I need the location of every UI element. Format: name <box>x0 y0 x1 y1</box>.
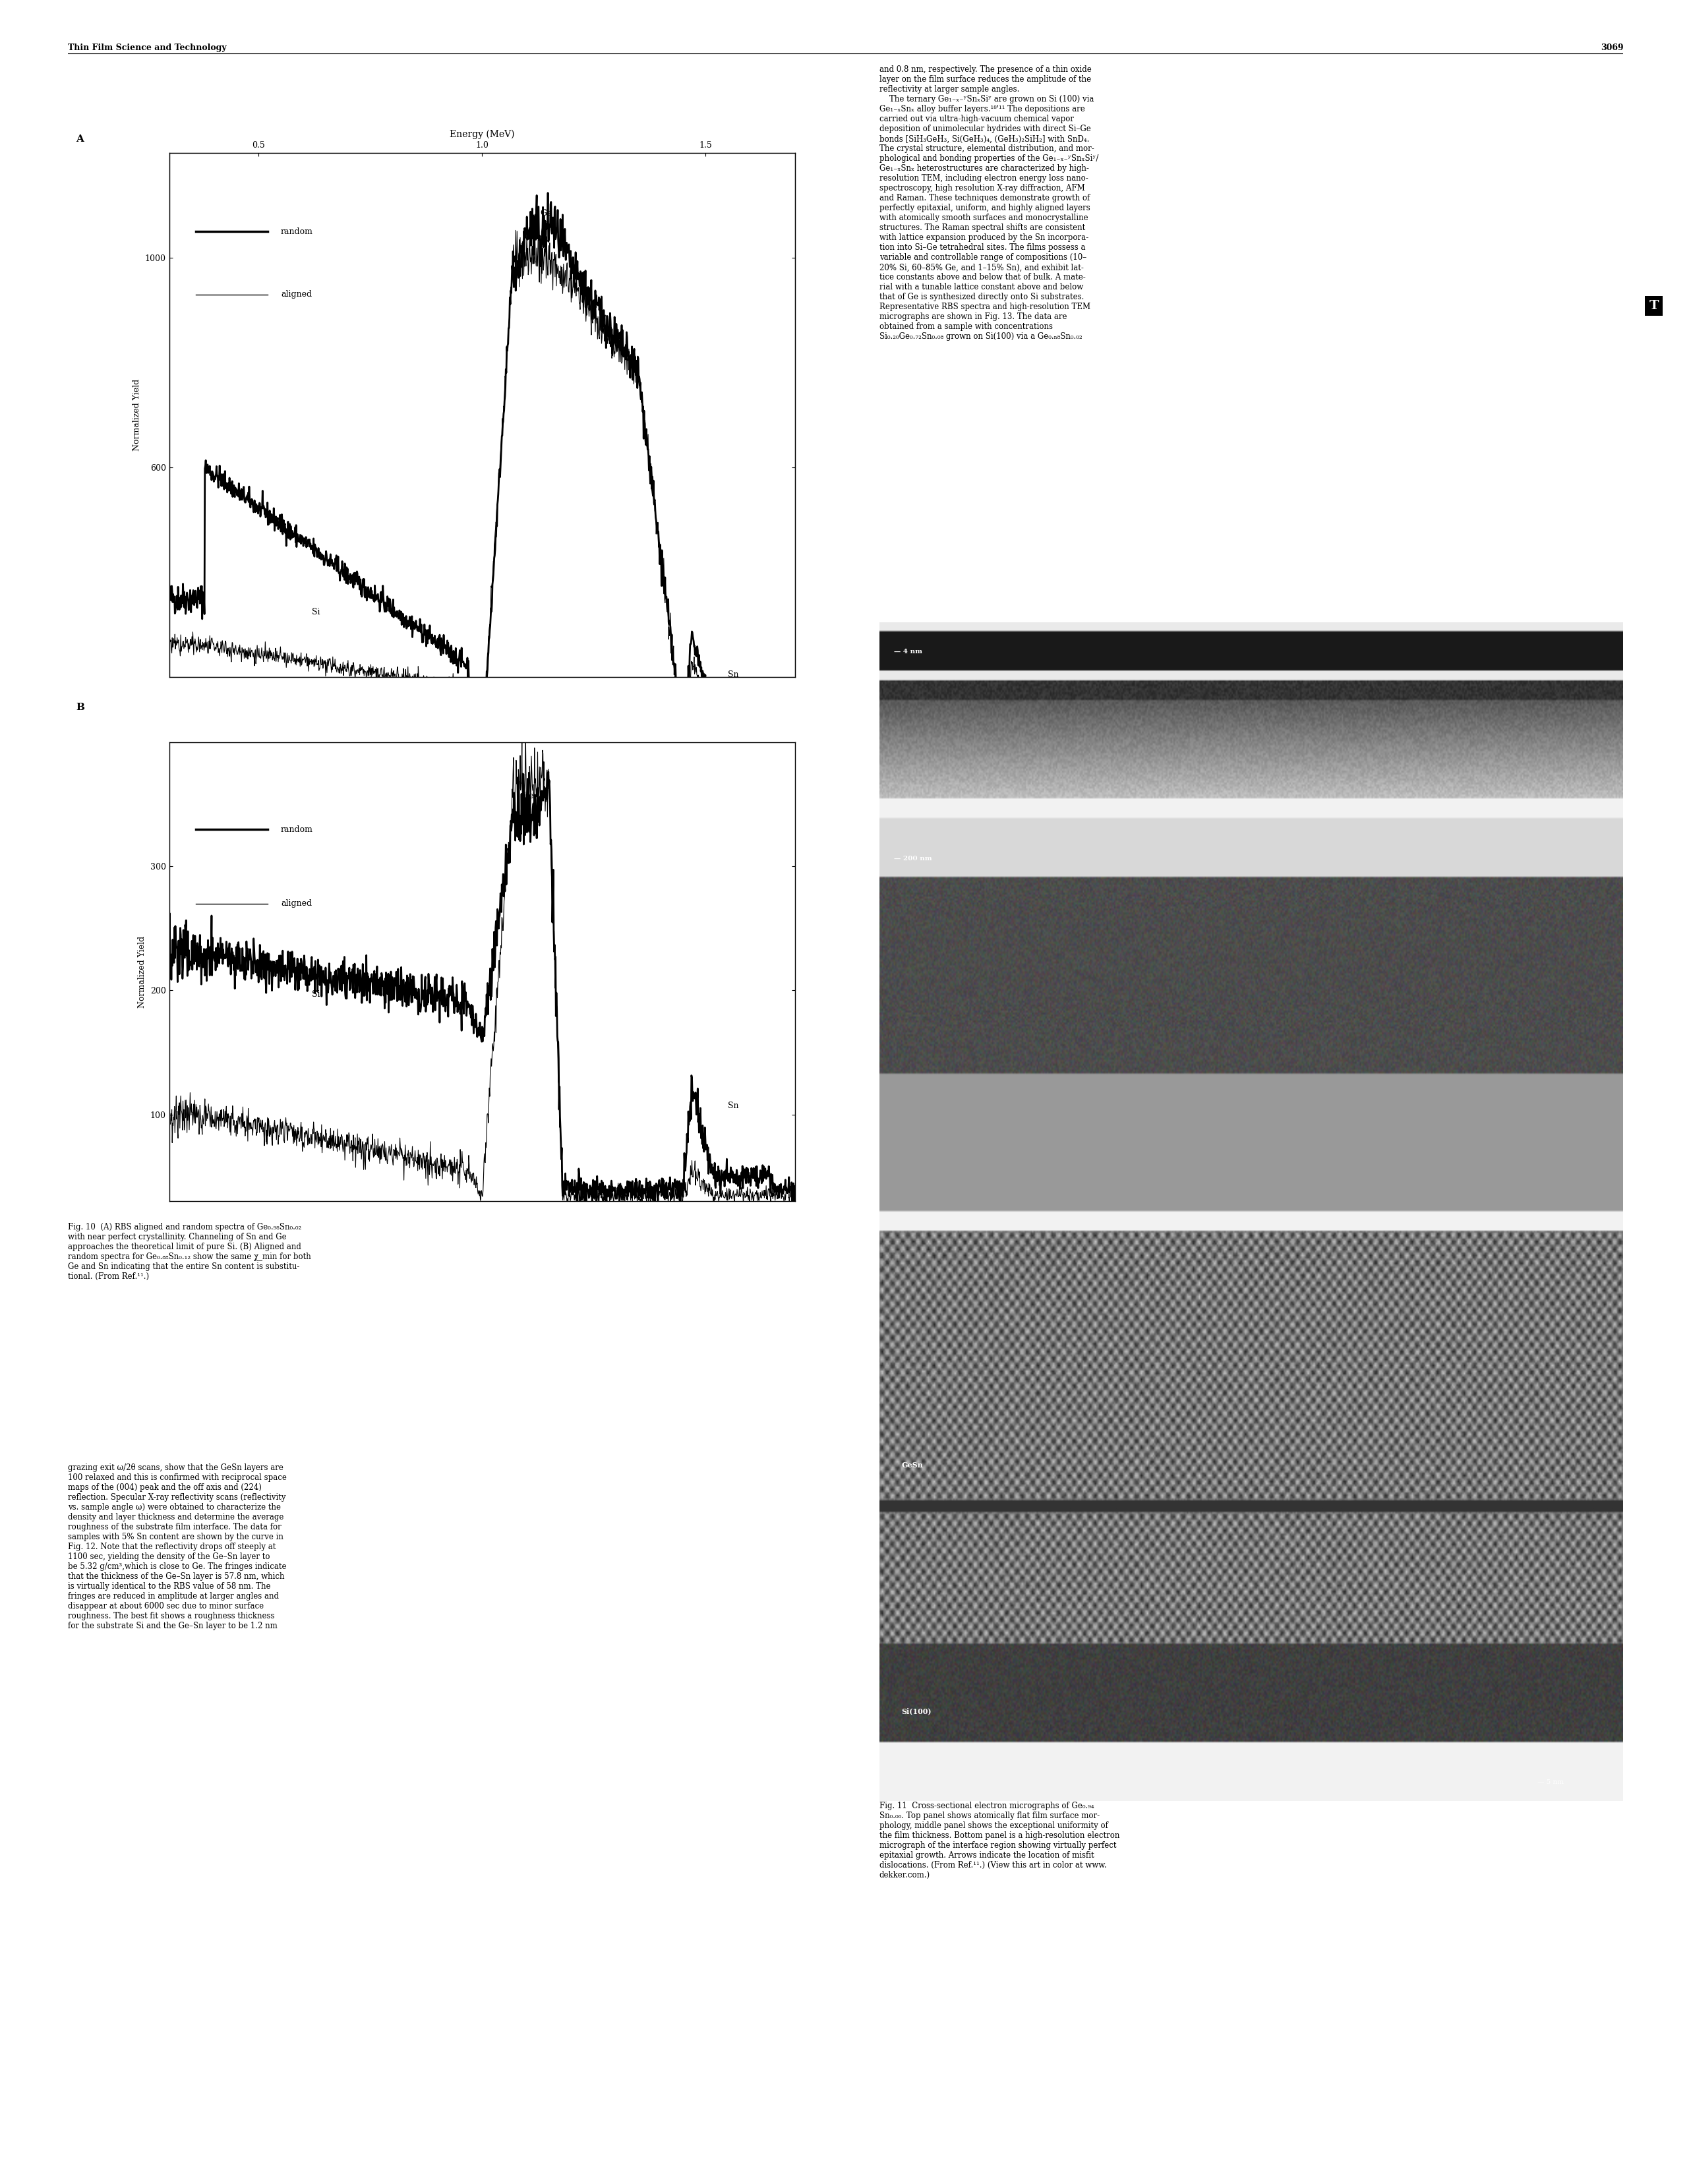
Text: — 200 nm: — 200 nm <box>895 856 932 860</box>
Text: aligned: aligned <box>281 900 311 909</box>
Text: Sn: Sn <box>727 1101 739 1109</box>
Text: — 5 nm: — 5 nm <box>1537 1780 1564 1784</box>
Text: GeSn: GeSn <box>901 1461 923 1470</box>
Text: Fig. 10  (A) RBS aligned and random spectra of Ge₀.₉₈Sn₀.₀₂
with near perfect cr: Fig. 10 (A) RBS aligned and random spect… <box>68 1223 311 1282</box>
Text: random: random <box>281 227 313 236</box>
Text: Si(100): Si(100) <box>901 1708 932 1714</box>
Text: Sn: Sn <box>727 670 739 679</box>
Text: grazing exit ω/2θ scans, show that the GeSn layers are
100 relaxed and this is c: grazing exit ω/2θ scans, show that the G… <box>68 1463 286 1629</box>
Text: Fig. 11  Cross-sectional electron micrographs of Ge₀.₉₄
Sn₀.₀₆. Top panel shows : Fig. 11 Cross-sectional electron microgr… <box>879 1802 1119 1880</box>
Y-axis label: Normalized Yield: Normalized Yield <box>132 380 140 450</box>
Text: random: random <box>281 826 313 834</box>
Text: Si: Si <box>313 989 320 998</box>
Text: 3069: 3069 <box>1601 44 1623 52</box>
Text: T: T <box>1649 299 1659 312</box>
Text: A: A <box>76 135 85 144</box>
Text: Si: Si <box>313 607 320 616</box>
Text: Thin Film Science and Technology: Thin Film Science and Technology <box>68 44 227 52</box>
Text: Ge: Ge <box>539 210 551 218</box>
Text: B: B <box>76 703 85 712</box>
Text: Ge: Ge <box>523 793 534 799</box>
Text: — 4 nm: — 4 nm <box>895 649 923 655</box>
Text: aligned: aligned <box>281 290 311 299</box>
Y-axis label: Normalized Yield: Normalized Yield <box>139 937 147 1007</box>
Text: and 0.8 nm, respectively. The presence of a thin oxide
layer on the film surface: and 0.8 nm, respectively. The presence o… <box>879 66 1099 341</box>
X-axis label: Energy (MeV): Energy (MeV) <box>450 129 514 140</box>
